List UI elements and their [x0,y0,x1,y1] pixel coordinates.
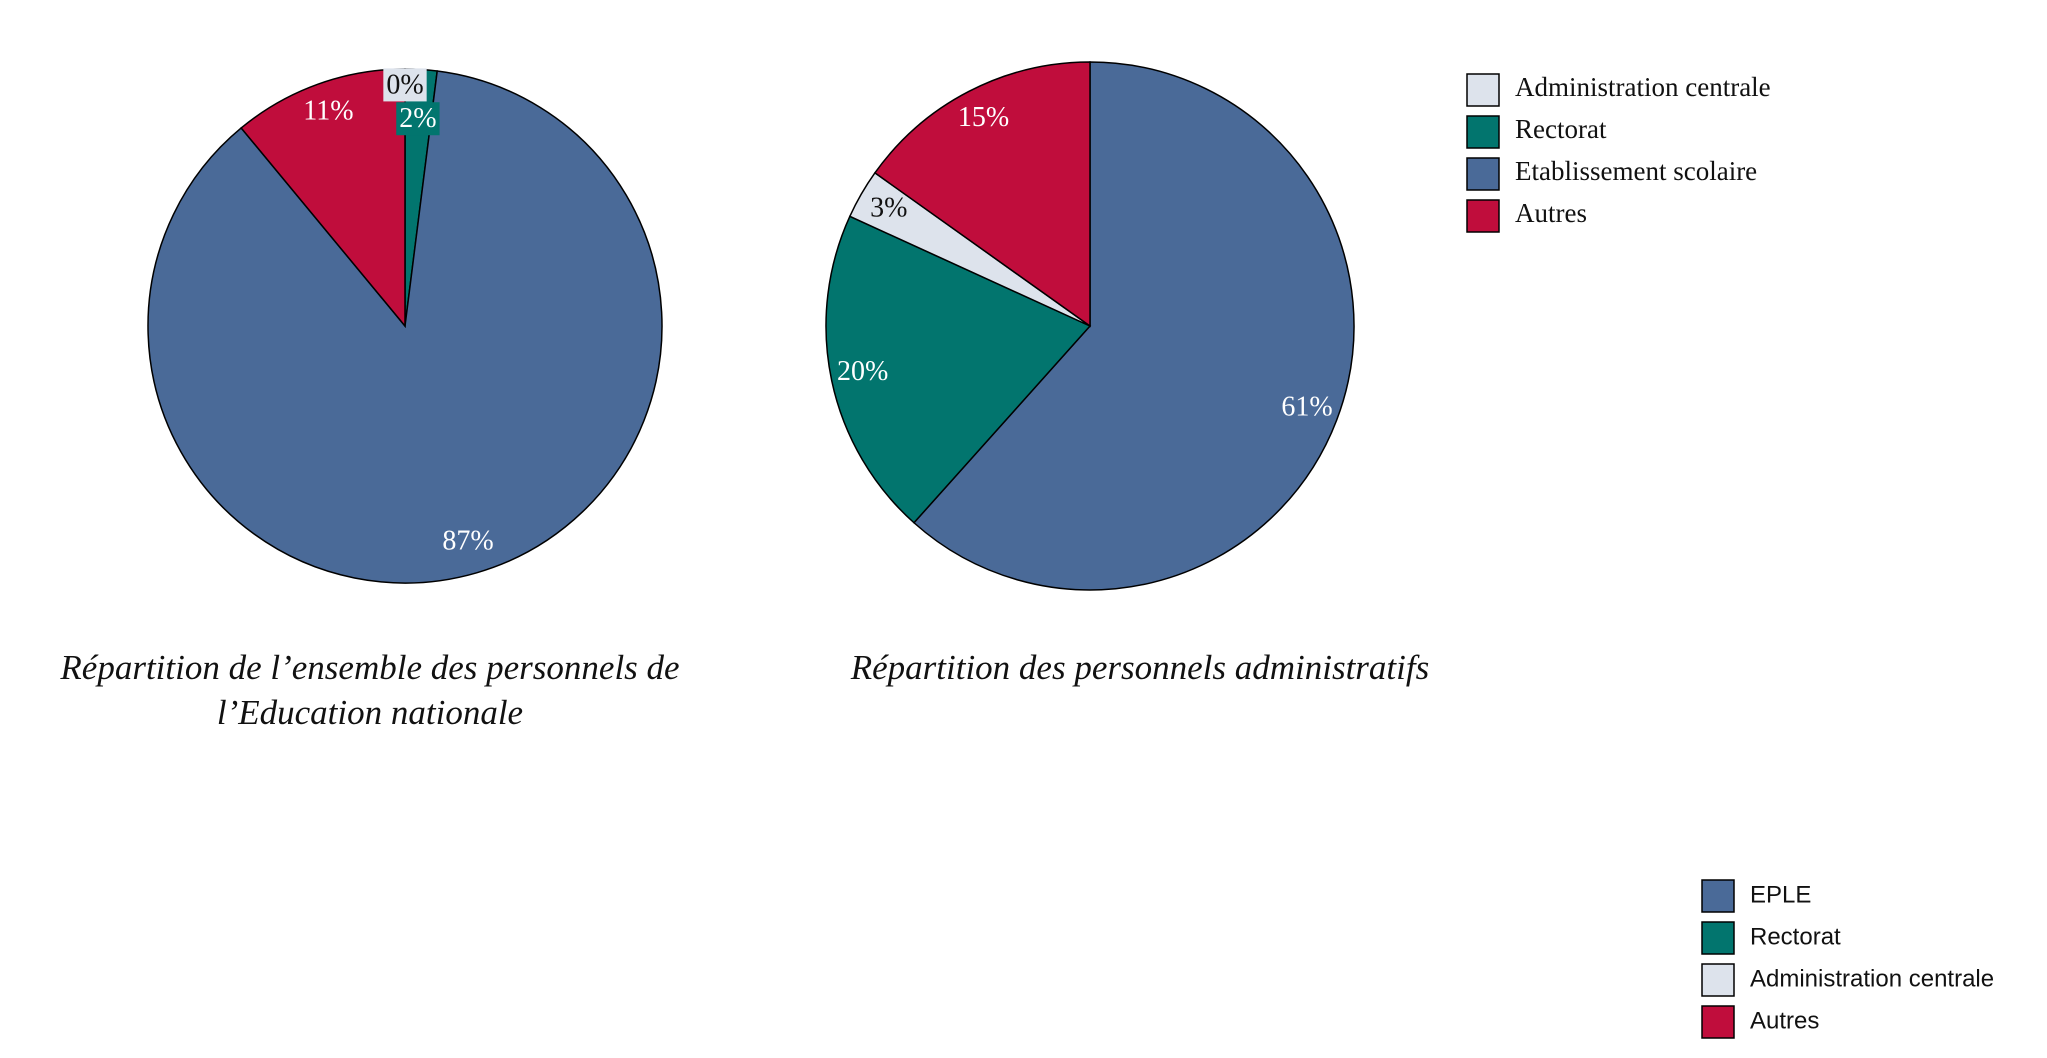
legend-label: Etablissement scolaire [1515,156,1757,186]
data-label: 0% [386,69,423,100]
legend-swatch [1701,879,1735,913]
data-label: 11% [303,96,353,127]
pie-slice [873,61,1091,328]
data-label: 2% [399,103,436,134]
data-label-box [396,102,440,136]
data-label: 3% [870,192,907,223]
legend-label: Rectorat [1750,923,1841,950]
data-label: 15% [958,102,1009,133]
pie-slice [825,215,1092,524]
legend-label: Rectorat [1515,114,1607,144]
data-label: 20% [837,356,888,387]
legend-label: Administration centrale [1750,965,1994,992]
legend-label: Administration centrale [1515,72,1771,102]
legend-swatch [1466,157,1500,191]
legend-swatch [1701,963,1735,997]
legend-label: Autres [1515,198,1587,228]
legend-swatch [1466,199,1500,233]
chart-title: Répartition des personnels administratif… [850,648,1430,687]
data-label: 87% [442,526,493,557]
legend-label: EPLE [1750,881,1811,908]
legend-label: Autres [1750,1007,1819,1034]
legend-swatch [1466,73,1500,107]
data-label-box [383,68,427,102]
data-label: 61% [1281,391,1332,422]
chart-title: Répartition de l’ensemble des personnels… [60,648,680,732]
pie-slice [912,61,1355,591]
legend-swatch [1701,921,1735,955]
legend-swatch [1466,115,1500,149]
legend-swatch [1701,1005,1735,1039]
